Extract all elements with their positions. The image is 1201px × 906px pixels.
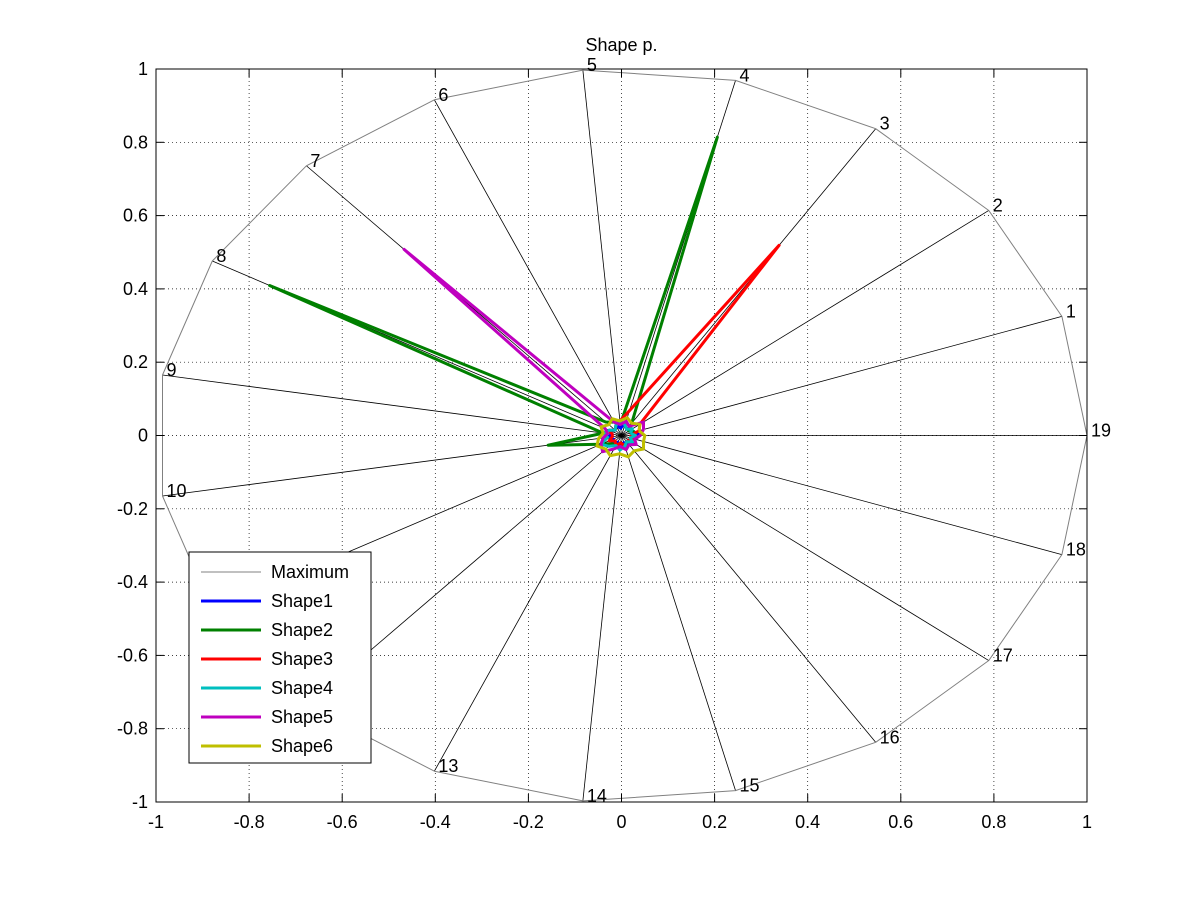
series-line-shape6 [595, 416, 647, 459]
x-tick-label: 0.4 [795, 812, 820, 832]
spoke-line [434, 99, 622, 436]
y-tick-label: -1 [132, 792, 148, 812]
legend-entry: Shape3 [271, 649, 333, 669]
x-tick-label: 0.8 [981, 812, 1006, 832]
y-tick-label: 1 [138, 59, 148, 79]
spoke-line [582, 435, 622, 801]
spoke-line [621, 435, 1062, 555]
x-tick-label: -1 [148, 812, 164, 832]
point-label: 6 [438, 85, 448, 105]
point-label: 15 [740, 776, 760, 796]
x-tick-label: -0.8 [234, 812, 265, 832]
point-label: 5 [587, 55, 597, 75]
y-tick-label: 0.2 [123, 352, 148, 372]
spoke-line [621, 435, 876, 743]
series-line-shape4 [599, 419, 637, 452]
spoke-line [621, 316, 1062, 436]
point-label: 7 [310, 151, 320, 171]
x-tick-label: -0.2 [513, 812, 544, 832]
y-tick-label: -0.6 [117, 645, 148, 665]
point-label: 18 [1066, 540, 1086, 560]
point-label: 14 [587, 786, 607, 806]
spoke-line [306, 165, 622, 436]
point-label: 8 [216, 246, 226, 266]
x-tick-label: 1 [1082, 812, 1092, 832]
legend-entry: Shape6 [271, 736, 333, 756]
point-label: 19 [1091, 421, 1111, 441]
point-label: 4 [740, 65, 750, 85]
y-tick-label: -0.2 [117, 499, 148, 519]
x-tick-label: 0 [616, 812, 626, 832]
point-label: 9 [167, 360, 177, 380]
legend-entry: Shape2 [271, 620, 333, 640]
series-line-shape3 [607, 243, 781, 448]
legend-entry: Shape4 [271, 678, 333, 698]
y-tick-label: -0.8 [117, 719, 148, 739]
point-labels: 12345678910111213141516171819 [167, 55, 1112, 806]
spoke-line [621, 210, 989, 436]
point-label: 10 [167, 481, 187, 501]
legend-entry: Shape1 [271, 591, 333, 611]
legend: Maximum Shape1 Shape2 Shape3 Shape4 Shape5 Sha… [188, 551, 372, 764]
ticks: -1 -0.8 -0.6 -0.4 -0.2 0 0.2 0.4 0.6 0.8 1 1 0.8 0.6 0… [117, 59, 1092, 832]
point-label: 1 [1066, 301, 1076, 321]
y-tick-label: 0.6 [123, 206, 148, 226]
spoke-line [162, 435, 622, 497]
legend-entry: Shape5 [271, 707, 333, 727]
point-label: 16 [880, 727, 900, 747]
series-line-maximum [162, 69, 1088, 802]
spoke-line [621, 435, 989, 661]
point-label: 3 [880, 114, 890, 134]
x-tick-label: 0.2 [702, 812, 727, 832]
point-label: 13 [438, 756, 458, 776]
spoke-line [621, 435, 736, 791]
point-label: 2 [993, 195, 1003, 215]
legend-entry: Maximum [271, 562, 349, 582]
spoke-line [582, 70, 622, 436]
series-line-shape5 [402, 247, 645, 454]
chart-title: Shape p. [585, 35, 657, 55]
x-tick-label: -0.4 [420, 812, 451, 832]
x-tick-label: -0.6 [327, 812, 358, 832]
y-tick-label: 0 [138, 426, 148, 446]
spoke-line [434, 435, 622, 772]
y-tick-label: 0.8 [123, 132, 148, 152]
spoke-line [162, 374, 622, 436]
y-tick-label: 0.4 [123, 279, 148, 299]
point-label: 17 [993, 646, 1013, 666]
x-tick-label: 0.6 [888, 812, 913, 832]
y-tick-label: -0.4 [117, 572, 148, 592]
